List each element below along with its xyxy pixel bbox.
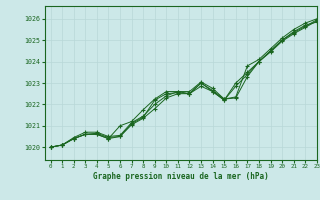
X-axis label: Graphe pression niveau de la mer (hPa): Graphe pression niveau de la mer (hPa) [93,172,269,181]
